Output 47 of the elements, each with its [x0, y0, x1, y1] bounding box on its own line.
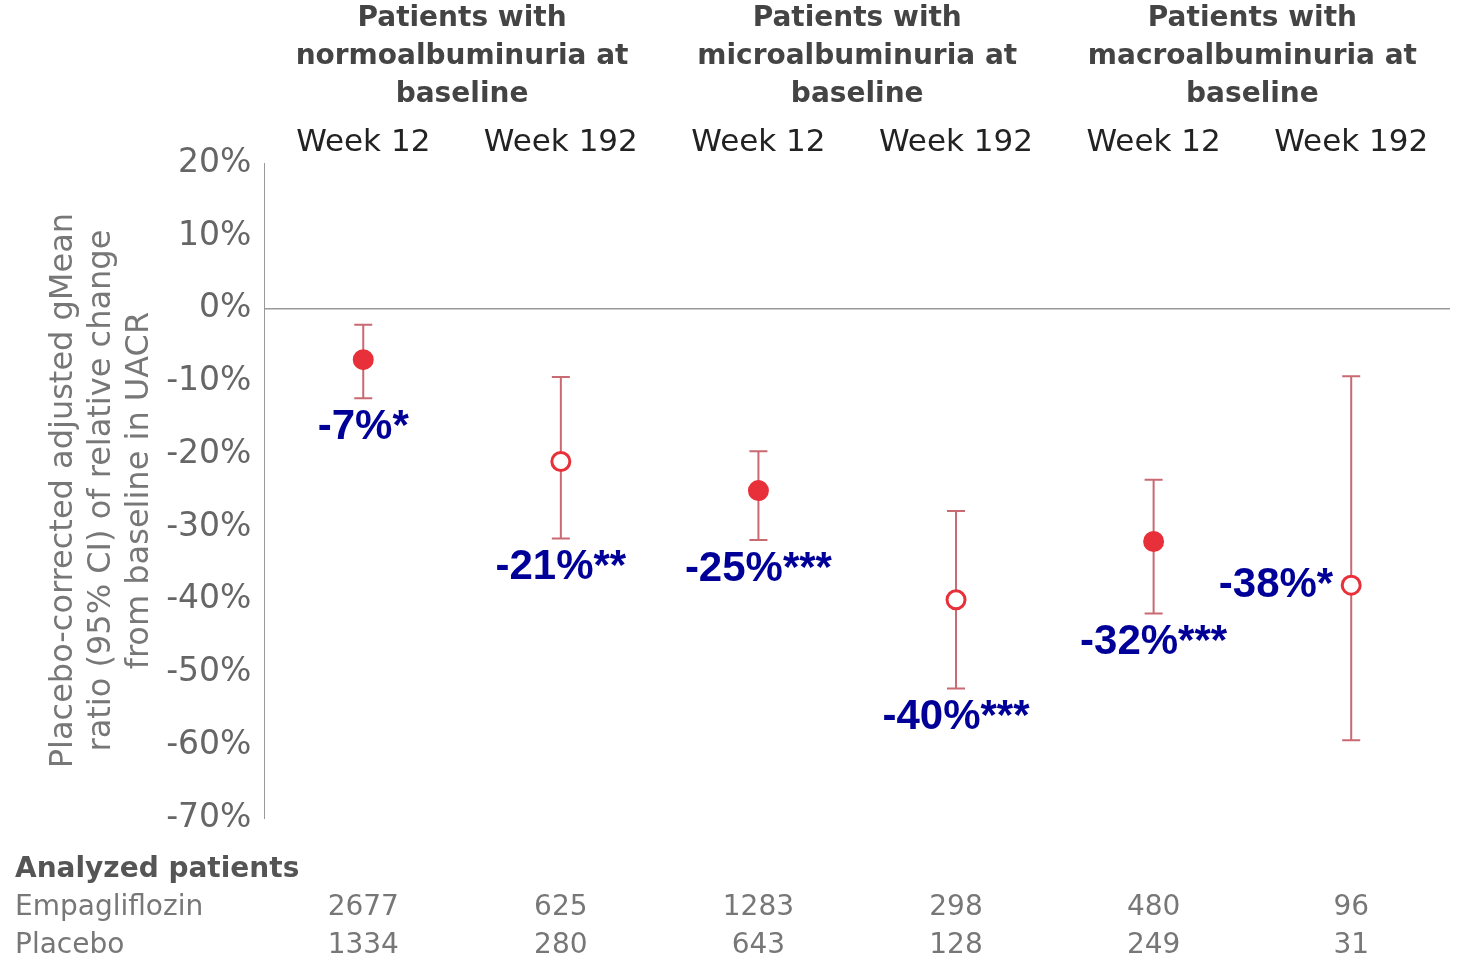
text: Patients with normoalbuminuria at baseline	[295, 0, 629, 110]
text: Patients with microalbuminuria at baseline	[697, 0, 1018, 110]
text: 643	[731, 927, 786, 961]
text: 480	[1126, 889, 1181, 923]
point	[747, 480, 769, 502]
point	[550, 451, 572, 472]
y-tick-label: -70%	[166, 795, 252, 835]
data-label: -40%***	[882, 691, 1031, 739]
y-tick-label: 20%	[178, 140, 252, 180]
text: Analyzed patients	[15, 851, 300, 885]
y-tick-label: -40%	[166, 577, 252, 617]
x-tick-label: Week 12	[691, 121, 826, 158]
text: Placebo	[15, 927, 125, 961]
text: 31	[1333, 927, 1370, 961]
y-tick-label: -60%	[166, 722, 252, 762]
text: 280	[534, 927, 588, 961]
text: 249	[1126, 927, 1181, 961]
x-tick-label: Week 12	[1086, 121, 1221, 158]
y-tick-label: -10%	[166, 359, 252, 399]
text: 298	[929, 889, 983, 923]
y-tick-label: -30%	[166, 504, 252, 544]
text: 128	[929, 927, 983, 961]
text: 1283	[722, 889, 795, 923]
y-tick-label: 10%	[178, 213, 252, 253]
y-tick-label: 0%	[199, 286, 252, 326]
text: 1334	[327, 927, 399, 961]
text: Empagliflozin	[15, 889, 204, 923]
text: 625	[534, 889, 588, 923]
y-axis-title: Placebo-corrected adjusted gMean ratio (95% CI) of relative change from baseline in UACR	[41, 212, 157, 769]
x-tick-label: Week 12	[296, 121, 431, 158]
y-tick-label: -20%	[166, 431, 252, 471]
text: 2677	[327, 889, 399, 923]
data-label: -32%***	[1080, 616, 1228, 664]
point	[1143, 531, 1165, 553]
point	[1340, 574, 1362, 596]
point	[352, 349, 374, 371]
x-tick-label: Week 192	[1274, 121, 1429, 158]
data-label: -38%*	[1218, 558, 1334, 606]
data-label: -7%*	[317, 400, 410, 448]
data-label: -25%***	[684, 542, 833, 590]
text: 96	[1333, 889, 1370, 923]
text: Patients with macroalbuminuria at baseline	[1087, 0, 1417, 110]
x-tick-label: Week 192	[879, 121, 1034, 158]
y-tick-label: -50%	[166, 650, 252, 690]
point	[945, 589, 967, 611]
data-label: -21%**	[495, 541, 627, 589]
x-tick-label: Week 192	[483, 121, 638, 158]
